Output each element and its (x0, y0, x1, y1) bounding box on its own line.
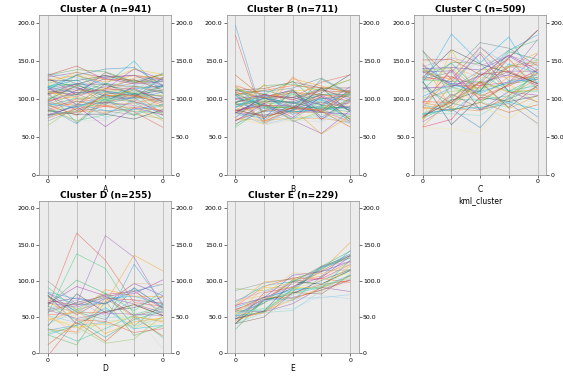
Title: Cluster E (n=229): Cluster E (n=229) (248, 191, 338, 200)
Title: Cluster D (n=255): Cluster D (n=255) (60, 191, 151, 200)
X-axis label: B: B (290, 185, 296, 194)
X-axis label: E: E (291, 364, 295, 373)
Title: Cluster B (n=711): Cluster B (n=711) (247, 5, 338, 14)
X-axis label: A: A (103, 185, 108, 194)
Title: Cluster A (n=941): Cluster A (n=941) (60, 5, 151, 14)
X-axis label: D: D (102, 364, 108, 373)
Title: Cluster C (n=509): Cluster C (n=509) (435, 5, 525, 14)
X-axis label: C
kml_cluster: C kml_cluster (458, 185, 502, 205)
